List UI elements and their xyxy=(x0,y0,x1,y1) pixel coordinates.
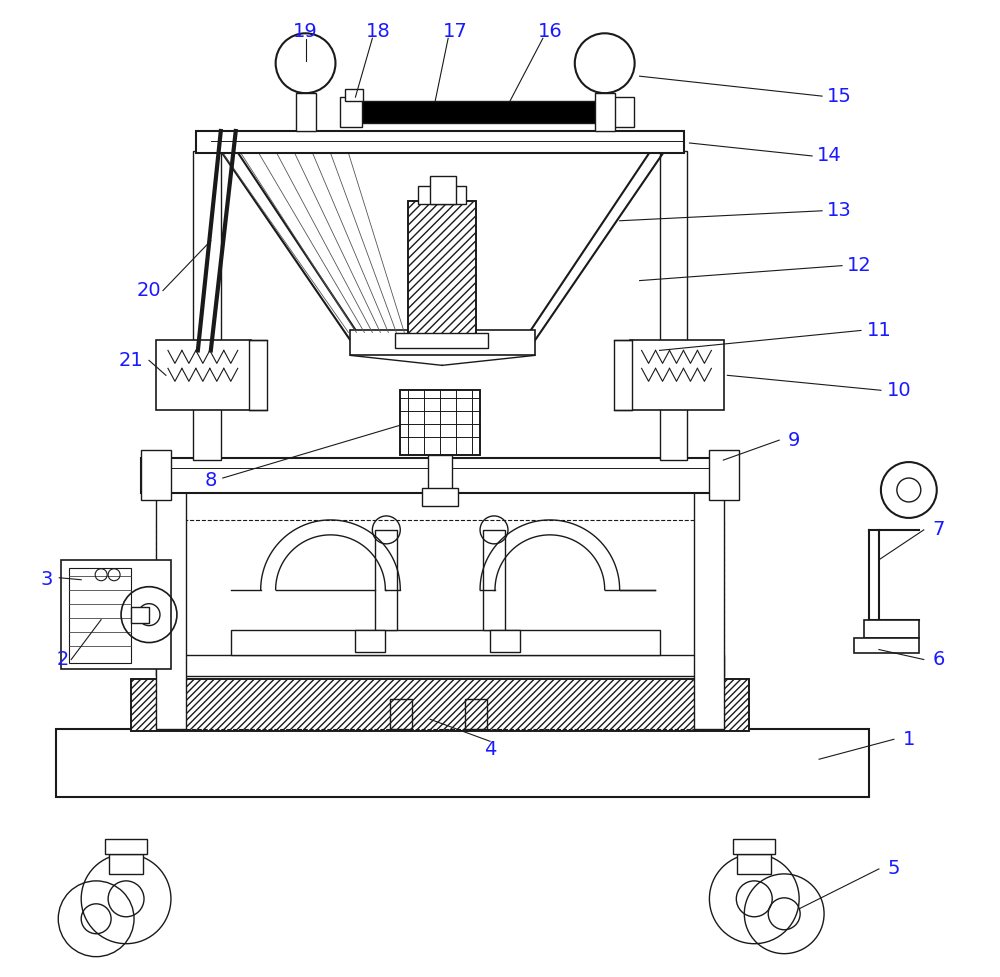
Bar xyxy=(430,176,456,204)
Bar xyxy=(141,450,171,500)
Text: 1: 1 xyxy=(903,730,915,748)
Text: 7: 7 xyxy=(933,521,945,539)
Text: 12: 12 xyxy=(847,256,871,276)
Bar xyxy=(69,568,131,662)
Bar xyxy=(395,333,488,349)
Bar xyxy=(864,619,919,638)
Bar xyxy=(630,340,724,410)
Bar xyxy=(61,560,171,669)
Text: 13: 13 xyxy=(827,201,851,220)
Bar xyxy=(109,854,143,873)
Bar xyxy=(156,655,724,676)
Bar xyxy=(390,700,412,729)
Bar xyxy=(105,839,147,854)
Bar xyxy=(465,700,487,729)
Bar xyxy=(660,151,687,460)
Text: 10: 10 xyxy=(887,381,911,400)
Bar xyxy=(196,131,684,153)
Bar xyxy=(355,629,385,652)
Text: 8: 8 xyxy=(205,471,217,489)
Bar xyxy=(141,458,719,493)
Bar xyxy=(156,520,724,729)
Text: 18: 18 xyxy=(366,21,391,41)
Bar xyxy=(131,679,749,732)
Text: 11: 11 xyxy=(867,321,891,340)
Bar xyxy=(345,89,363,101)
Bar xyxy=(249,340,267,410)
Text: 3: 3 xyxy=(40,571,52,589)
Bar xyxy=(418,186,466,204)
Text: 19: 19 xyxy=(293,21,318,41)
Bar xyxy=(408,201,476,335)
Bar xyxy=(231,629,660,655)
Bar xyxy=(345,101,625,123)
Bar xyxy=(156,340,251,410)
Bar xyxy=(614,340,632,410)
Text: 15: 15 xyxy=(827,87,851,106)
Text: 14: 14 xyxy=(817,147,841,165)
Text: 17: 17 xyxy=(443,21,468,41)
Bar xyxy=(483,530,505,629)
Bar xyxy=(375,530,397,629)
Bar xyxy=(156,490,186,729)
Bar xyxy=(694,490,724,729)
Bar xyxy=(296,93,316,131)
Text: 9: 9 xyxy=(788,431,800,449)
Bar xyxy=(854,638,919,653)
Bar xyxy=(612,97,634,127)
Bar xyxy=(737,854,771,873)
Text: 2: 2 xyxy=(57,650,69,669)
Bar xyxy=(428,455,452,490)
Bar xyxy=(340,97,362,127)
Text: 5: 5 xyxy=(888,860,900,878)
Bar xyxy=(56,729,869,797)
Text: 20: 20 xyxy=(137,281,161,300)
Bar xyxy=(400,390,480,455)
Bar xyxy=(595,93,615,131)
Bar xyxy=(131,607,149,622)
Bar xyxy=(400,390,480,455)
Bar xyxy=(193,151,221,460)
Bar xyxy=(422,488,458,506)
Text: 6: 6 xyxy=(933,650,945,669)
Text: 4: 4 xyxy=(484,740,496,759)
Text: 16: 16 xyxy=(537,21,562,41)
Bar xyxy=(350,330,535,356)
Bar xyxy=(709,450,739,500)
Bar xyxy=(131,679,749,732)
Bar xyxy=(490,629,520,652)
Bar xyxy=(408,201,476,335)
Text: 21: 21 xyxy=(119,351,143,370)
Bar xyxy=(733,839,775,854)
